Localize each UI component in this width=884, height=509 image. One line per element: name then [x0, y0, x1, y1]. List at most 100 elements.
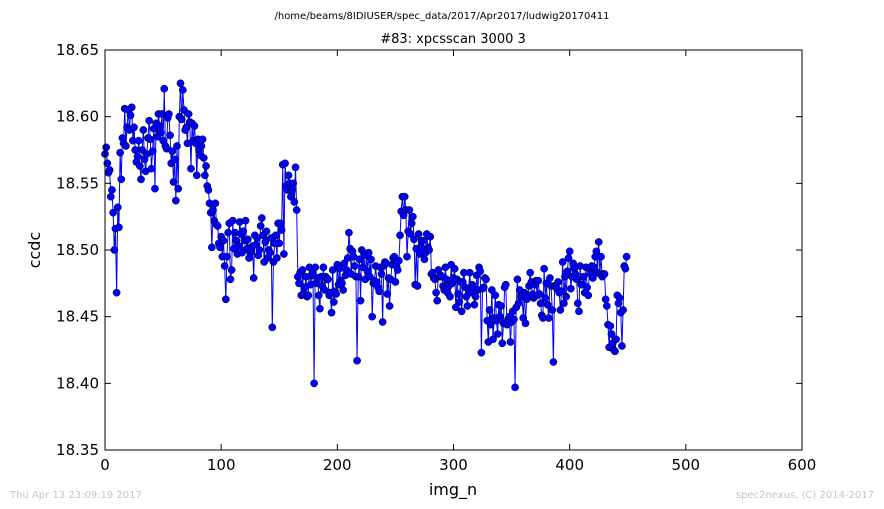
data-point [385, 302, 394, 310]
data-point [156, 128, 165, 137]
data-point [204, 186, 213, 194]
data-point [356, 296, 365, 305]
data-point [612, 335, 620, 344]
data-point [219, 236, 228, 245]
data-point [619, 306, 627, 314]
data-point [327, 308, 336, 317]
data-point [546, 274, 554, 282]
data-point [145, 116, 153, 125]
data-point [353, 356, 361, 365]
data-point [498, 339, 507, 348]
data-point [298, 266, 307, 274]
data-point [622, 252, 631, 261]
data-point [407, 219, 416, 228]
data-point [122, 142, 130, 150]
data-point [541, 294, 550, 302]
data-point [497, 302, 505, 310]
data-point [615, 294, 624, 302]
data-point [266, 248, 274, 257]
data-point [211, 199, 220, 208]
data-point [557, 287, 566, 296]
data-point [573, 299, 582, 308]
data-point [367, 255, 375, 264]
data-point [117, 175, 126, 184]
data-point [451, 303, 460, 312]
file-path-suptitle: /home/beams/8IDIUSER/spec_data/2017/Apr2… [274, 11, 609, 22]
data-point [526, 268, 535, 277]
data-point [268, 323, 277, 332]
data-point [420, 255, 429, 264]
data-point [465, 268, 474, 277]
data-point [560, 299, 568, 308]
y-tick-label: 18.50 [56, 241, 99, 259]
y-tick-label: 18.65 [56, 41, 99, 59]
data-point [108, 186, 116, 194]
data-point [590, 263, 598, 272]
data-point [103, 159, 112, 168]
data-point [136, 162, 144, 170]
data-point [544, 314, 553, 322]
data-point [182, 123, 191, 132]
data-point [446, 292, 454, 301]
data-point [216, 243, 224, 252]
data-point [168, 147, 177, 156]
data-point [170, 155, 179, 164]
data-point [340, 259, 349, 268]
data-point [476, 267, 485, 276]
data-point [202, 162, 210, 170]
x-tick-label: 200 [323, 456, 352, 474]
x-tick-labels: 0 100 200 300 400 500 600 [100, 456, 816, 474]
data-point [172, 196, 180, 205]
data-point [174, 184, 183, 193]
data-point [543, 300, 552, 309]
data-point [396, 231, 404, 240]
data-point [558, 258, 567, 266]
data-point [433, 296, 442, 305]
y-tick-label: 18.60 [56, 108, 99, 126]
data-point [355, 255, 364, 264]
data-point [583, 283, 591, 292]
data-point [324, 275, 332, 284]
data-point [192, 171, 201, 180]
data-point [201, 171, 209, 180]
y-tick-labels: 18.35 18.40 18.45 18.50 18.55 18.60 18.6… [56, 41, 99, 459]
data-point [221, 295, 230, 304]
data-point [426, 232, 435, 241]
data-point [406, 230, 415, 238]
data-point [314, 291, 323, 300]
y-axis-label: ccdc [25, 232, 44, 269]
footer-credit: spec2nexus, (C) 2014-2017 [736, 490, 874, 501]
data-point [607, 330, 616, 338]
data-point [597, 252, 605, 261]
data-point [611, 347, 619, 356]
x-tick-label: 300 [439, 456, 468, 474]
data-point [133, 152, 142, 161]
data-point [113, 203, 122, 212]
data-point [535, 290, 544, 298]
data-point [592, 247, 601, 256]
y-tick-label: 18.35 [56, 441, 99, 459]
data-point [450, 264, 459, 273]
data-point [177, 115, 186, 124]
data-point [487, 286, 496, 294]
data-point [220, 262, 229, 270]
data-point [485, 306, 494, 314]
data-point [393, 266, 402, 274]
data-point [403, 252, 411, 261]
data-point [295, 279, 303, 288]
data-point [241, 216, 250, 225]
data-point [147, 164, 156, 173]
data-point [330, 298, 338, 306]
data-point [493, 330, 502, 338]
data-point [513, 275, 522, 284]
data-point [292, 206, 301, 214]
data-point [311, 263, 320, 272]
data-point [199, 154, 208, 162]
data-point [566, 284, 575, 293]
data-point [213, 222, 222, 230]
data-point [276, 219, 285, 228]
data-point [554, 278, 562, 286]
data-point [368, 312, 377, 321]
data-point [102, 143, 111, 152]
